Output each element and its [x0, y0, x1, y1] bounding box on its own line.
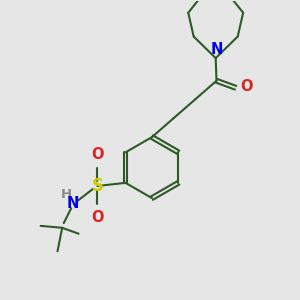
Text: O: O: [241, 80, 253, 94]
Text: O: O: [91, 147, 104, 162]
Text: O: O: [91, 210, 104, 225]
Text: H: H: [61, 188, 72, 202]
Text: N: N: [210, 41, 223, 56]
Text: N: N: [66, 196, 79, 211]
Text: S: S: [92, 177, 104, 195]
